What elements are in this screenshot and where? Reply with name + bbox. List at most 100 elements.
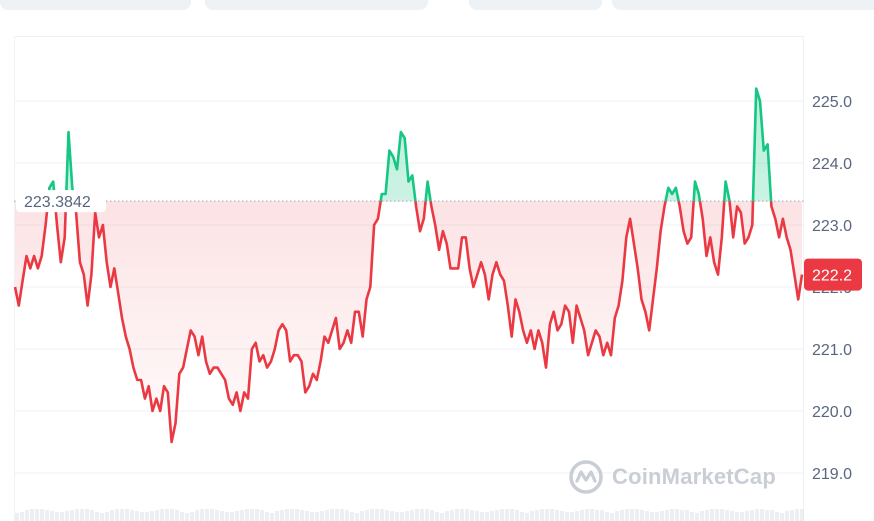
volume-bar — [405, 511, 409, 521]
y-tick-label: 224.0 — [812, 156, 852, 173]
volume-bar — [645, 511, 649, 521]
volume-bars — [15, 509, 804, 521]
volume-bar — [355, 513, 359, 521]
price-line-below — [14, 201, 804, 444]
volume-bar — [80, 509, 84, 521]
volume-bar — [410, 510, 414, 521]
tab-group-3[interactable] — [469, 0, 602, 10]
volume-bar — [140, 512, 144, 521]
y-tick-label: 225.0 — [812, 94, 852, 111]
volume-bar — [105, 512, 109, 521]
volume-bar — [55, 512, 59, 521]
volume-bar — [515, 510, 519, 521]
volume-bar — [795, 509, 799, 521]
volume-bar — [245, 509, 249, 521]
volume-bar — [650, 512, 654, 521]
volume-bar — [95, 512, 99, 521]
volume-bar — [100, 513, 104, 521]
volume-bar — [395, 512, 399, 521]
volume-bar — [490, 511, 494, 521]
volume-bar — [170, 509, 174, 521]
volume-bar — [135, 511, 139, 521]
volume-bar — [280, 510, 284, 521]
volume-bar — [370, 509, 374, 521]
volume-bar — [385, 510, 389, 521]
volume-bar — [215, 510, 219, 521]
volume-bar — [560, 511, 564, 521]
volume-bar — [770, 510, 774, 521]
volume-bar — [430, 510, 434, 521]
volume-bar — [335, 509, 339, 521]
volume-bar — [630, 509, 634, 521]
volume-bar — [50, 511, 54, 521]
volume-bar — [570, 512, 574, 521]
volume-bar — [505, 509, 509, 521]
volume-bar — [510, 509, 514, 521]
volume-bar — [400, 512, 404, 521]
volume-bar — [205, 509, 209, 521]
volume-bar — [475, 511, 479, 521]
volume-bar — [220, 511, 224, 521]
volume-bar — [680, 510, 684, 521]
tab-group-4[interactable] — [612, 0, 874, 10]
volume-bar — [530, 511, 534, 521]
volume-bar — [615, 511, 619, 521]
volume-bar — [485, 512, 489, 521]
volume-bar — [185, 513, 189, 521]
baseline-label: 223.3842 — [16, 190, 106, 213]
tab-group-1[interactable] — [0, 0, 191, 10]
volume-bar — [415, 509, 419, 521]
volume-bar — [320, 511, 324, 521]
volume-bar — [740, 512, 744, 521]
tab-group-2[interactable] — [205, 0, 428, 10]
volume-bar — [70, 510, 74, 521]
volume-bar — [270, 513, 274, 521]
price-line — [14, 87, 804, 444]
volume-bar — [290, 509, 294, 521]
volume-bar — [775, 512, 779, 521]
y-tick-label: 219.0 — [812, 466, 852, 483]
volume-bar — [315, 512, 319, 521]
volume-bar — [520, 512, 524, 521]
volume-bar — [250, 509, 254, 521]
volume-bar — [545, 509, 549, 521]
volume-bar — [500, 509, 504, 521]
volume-bar — [85, 509, 89, 521]
volume-bar — [465, 509, 469, 521]
volume-bar — [710, 509, 714, 521]
volume-bar — [120, 509, 124, 521]
current-price-badge: 222.2 — [804, 258, 862, 291]
volume-bar — [690, 512, 694, 521]
volume-bar — [200, 509, 204, 521]
volume-bar — [435, 512, 439, 521]
volume-bar — [350, 512, 354, 521]
volume-bar — [150, 511, 154, 521]
volume-bar — [605, 512, 609, 521]
volume-bar — [375, 509, 379, 521]
volume-bar — [310, 512, 314, 521]
volume-bar — [175, 510, 179, 521]
y-tick-label: 223.0 — [812, 218, 852, 235]
volume-bar — [20, 512, 24, 521]
volume-bar — [25, 510, 29, 521]
current-price-text: 222.2 — [812, 268, 852, 285]
volume-bar — [585, 509, 589, 521]
coinmarketcap-logo-icon — [569, 460, 603, 494]
volume-bar — [30, 509, 34, 521]
volume-bar — [145, 512, 149, 521]
volume-bar — [665, 510, 669, 521]
volume-bar — [380, 509, 384, 521]
volume-bar — [300, 510, 304, 521]
volume-bar — [610, 513, 614, 521]
volume-bar — [595, 510, 599, 521]
volume-bar — [535, 510, 539, 521]
volume-bar — [685, 510, 689, 521]
volume-bar — [360, 511, 364, 521]
volume-bar — [745, 511, 749, 521]
volume-bar — [455, 509, 459, 521]
volume-bar — [555, 510, 559, 521]
volume-bar — [640, 510, 644, 521]
volume-bar — [285, 509, 289, 521]
volume-bar — [60, 512, 64, 521]
